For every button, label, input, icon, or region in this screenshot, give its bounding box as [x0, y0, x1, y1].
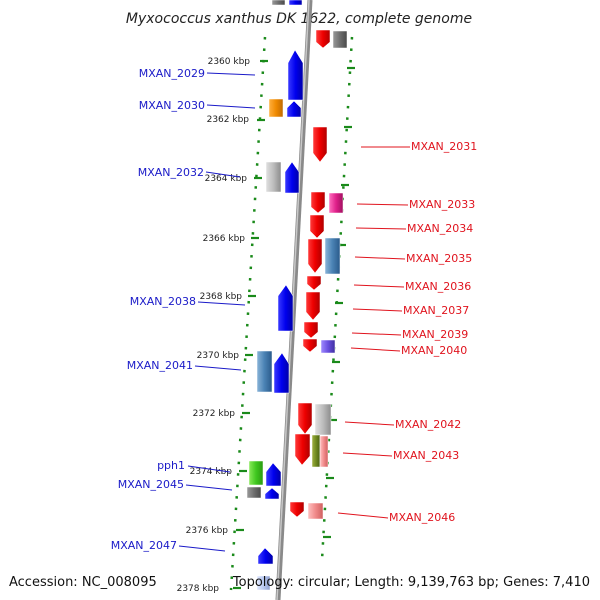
tick-label: 2360 kbp	[208, 57, 251, 67]
gene-label-left[interactable]: MXAN_2038	[130, 295, 196, 308]
tick-labels: 2360 kbp 2362 kbp 2364 kbp 2366 kbp 2368…	[177, 57, 251, 594]
tick-marks	[233, 59, 355, 590]
gene-arrow-pph1b[interactable]	[265, 462, 282, 487]
gene-label-right[interactable]: MXAN_2034	[407, 222, 473, 235]
gene-arrow[interactable]	[256, 575, 271, 591]
gene-arrow-mxan-2042[interactable]	[297, 402, 313, 435]
track-guides	[229, 36, 354, 591]
accession-text: Accession: NC_008095	[9, 575, 157, 590]
gene-arrow-mxan-2045[interactable]	[246, 486, 262, 499]
left-gene-labels: MXAN_2029 MXAN_2030 MXAN_2032 MXAN_2038 …	[111, 67, 205, 552]
gene-arrow-mxan-2043c[interactable]	[319, 435, 329, 468]
gene-label-right[interactable]: MXAN_2035	[406, 252, 472, 265]
gene-arrow[interactable]	[332, 30, 348, 49]
topology-text: Topology: circular; Length: 9,139,763 bp…	[232, 575, 590, 590]
tick-label: 2368 kbp	[200, 292, 243, 302]
gene-label-left[interactable]: MXAN_2045	[118, 478, 184, 491]
gene-label-right[interactable]: MXAN_2039	[402, 328, 468, 341]
genome-backbone	[275, 0, 313, 600]
gene-arrow-mxan-2035b[interactable]	[324, 237, 341, 275]
gene-arrow-mxan-2040b[interactable]	[320, 339, 336, 354]
gene-arrow[interactable]	[315, 29, 331, 49]
gene-arrow-mxan-2033[interactable]	[310, 191, 326, 214]
left-genes	[246, 0, 304, 591]
gene-label-right[interactable]: MXAN_2043	[393, 449, 459, 462]
gene-arrow-mxan-2032[interactable]	[265, 161, 282, 193]
gene-arrow-mxan-2029[interactable]	[287, 49, 304, 101]
right-genes	[289, 29, 348, 520]
gene-arrow-mxan-2038[interactable]	[277, 284, 294, 332]
tick-label: 2376 kbp	[186, 526, 229, 536]
tick-label: 2364 kbp	[205, 174, 248, 184]
gene-arrow-mxan-2032b[interactable]	[284, 161, 300, 194]
gene-label-right[interactable]: MXAN_2040	[401, 344, 467, 357]
tick-label: 2362 kbp	[207, 115, 250, 125]
gene-arrow-mxan-2035[interactable]	[307, 238, 323, 274]
left-leader-lines	[178, 72, 256, 552]
gene-arrow-mxan-2039[interactable]	[303, 321, 319, 339]
gene-label-left[interactable]: MXAN_2047	[111, 539, 177, 552]
gene-arrow-mxan-2031[interactable]	[312, 126, 328, 163]
gene-arrow-mxan-2043[interactable]	[294, 433, 311, 466]
gene-arrow-mxan-2034[interactable]	[309, 214, 325, 239]
tick-label: 2378 kbp	[177, 584, 220, 594]
map-title: Myxococcus xanthus DK 1622, complete gen…	[126, 11, 472, 27]
gene-label-left[interactable]: MXAN_2032	[138, 166, 204, 179]
gene-label-right[interactable]: MXAN_2037	[403, 304, 469, 317]
gene-label-left[interactable]: MXAN_2041	[127, 359, 193, 372]
gene-arrow-mxan-2045b[interactable]	[264, 487, 280, 500]
gene-arrow[interactable]	[288, 0, 303, 6]
gene-arrow-mxan-2047[interactable]	[257, 547, 274, 565]
gene-arrow-mxan-2046[interactable]	[289, 501, 305, 518]
gene-arrow-mxan-2046b[interactable]	[307, 502, 324, 520]
gene-label-left[interactable]: pph1	[157, 459, 185, 472]
gene-arrow-mxan-2041[interactable]	[256, 350, 273, 393]
gene-label-right[interactable]: MXAN_2031	[411, 140, 477, 153]
gene-arrow-mxan-2040[interactable]	[302, 338, 318, 353]
left-track-guide	[229, 36, 267, 591]
tick-label: 2366 kbp	[203, 234, 246, 244]
gene-label-right[interactable]: MXAN_2046	[389, 511, 455, 524]
gene-label-left[interactable]: MXAN_2029	[139, 67, 205, 80]
gene-arrow-mxan-2037[interactable]	[305, 291, 321, 321]
gene-arrow-mxan-2030b[interactable]	[286, 100, 302, 118]
gene-arrow-mxan-2042b[interactable]	[314, 403, 332, 436]
gene-arrow-mxan-2033b[interactable]	[328, 192, 344, 214]
gene-arrow-pph1[interactable]	[248, 460, 264, 486]
right-track-guide	[320, 36, 354, 561]
right-leader-lines	[337, 146, 410, 519]
gene-arrow-mxan-2041b[interactable]	[273, 352, 290, 394]
gene-label-right[interactable]: MXAN_2033	[409, 198, 475, 211]
gene-arrow-mxan-2030[interactable]	[268, 98, 284, 118]
right-gene-labels: MXAN_2031 MXAN_2033 MXAN_2034 MXAN_2035 …	[389, 140, 477, 524]
gene-arrow-mxan-2043b[interactable]	[311, 434, 321, 468]
tick-label: 2372 kbp	[193, 409, 236, 419]
tick-label: 2374 kbp	[190, 467, 233, 477]
gene-arrow[interactable]	[271, 0, 286, 6]
gene-label-left[interactable]: MXAN_2030	[139, 99, 205, 112]
gene-label-right[interactable]: MXAN_2036	[405, 280, 471, 293]
gene-label-right[interactable]: MXAN_2042	[395, 418, 461, 431]
tick-label: 2370 kbp	[197, 351, 240, 361]
gene-arrow-mxan-2036[interactable]	[306, 275, 322, 291]
